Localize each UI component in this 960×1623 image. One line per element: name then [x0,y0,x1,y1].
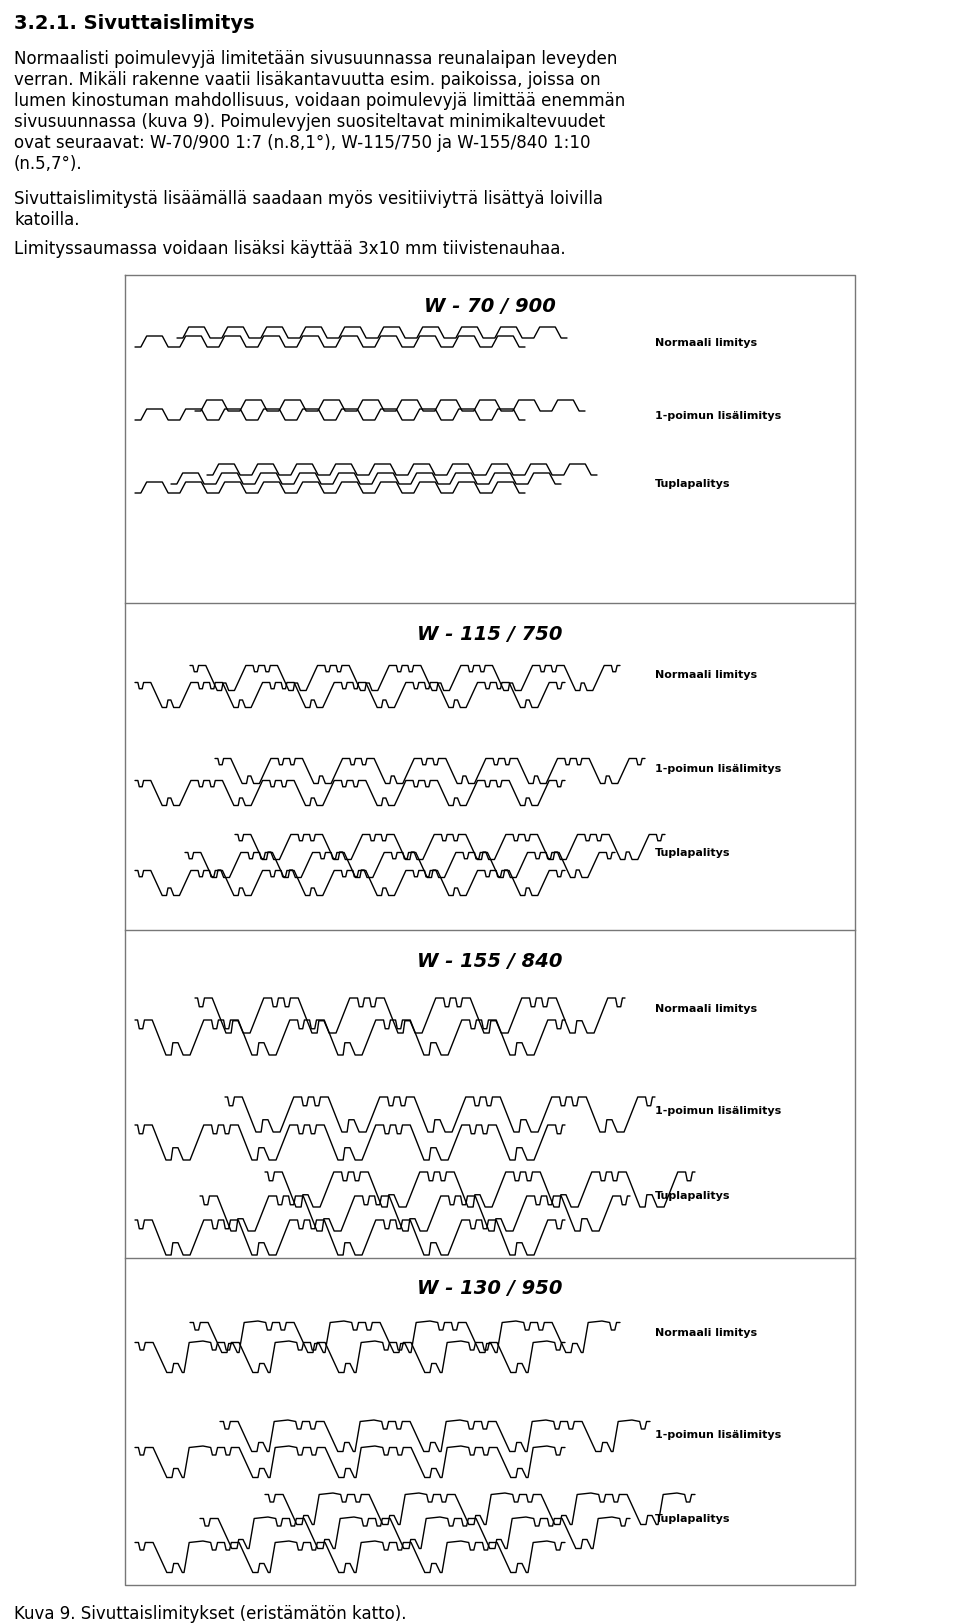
Text: 1-poimun lisälimitys: 1-poimun lisälimitys [655,764,781,774]
Text: Tuplapalitys: Tuplapalitys [655,479,731,489]
Text: Kuva 9. Sivuttaislimitykset (eristämätön katto).: Kuva 9. Sivuttaislimitykset (eristämätön… [14,1605,406,1623]
Text: W - 115 / 750: W - 115 / 750 [418,625,563,643]
Text: Limityssaumassa voidaan lisäksi käyttää 3x10 mm tiivistenauhaa.: Limityssaumassa voidaan lisäksi käyttää … [14,240,565,258]
Text: lumen kinostuman mahdollisuus, voidaan poimulevyjä limittää enemmän: lumen kinostuman mahdollisuus, voidaan p… [14,93,625,110]
Text: W - 130 / 950: W - 130 / 950 [418,1279,563,1298]
Text: 1-poimun lisälimitys: 1-poimun lisälimitys [655,1430,781,1440]
Text: Normaali limitys: Normaali limitys [655,1328,757,1337]
Text: Normaalisti poimulevyjä limitetään sivusuunnassa reunalaipan leveyden: Normaalisti poimulevyjä limitetään sivus… [14,50,617,68]
Text: Sivuttaislimitystä lisäämällä saadaan myös vesitiiviytтä lisättyä loivilla: Sivuttaislimitystä lisäämällä saadaan my… [14,190,603,208]
Text: Tuplapalitys: Tuplapalitys [655,1191,731,1201]
Text: 1-poimun lisälimitys: 1-poimun lisälimitys [655,1105,781,1117]
Text: Normaali limitys: Normaali limitys [655,1005,757,1014]
Text: sivusuunnassa (kuva 9). Poimulevyjen suositeltavat minimikaltevuudet: sivusuunnassa (kuva 9). Poimulevyjen suo… [14,114,605,131]
Text: Tuplapalitys: Tuplapalitys [655,847,731,857]
Text: Normaali limitys: Normaali limitys [655,338,757,347]
Text: 3.2.1. Sivuttaislimitys: 3.2.1. Sivuttaislimitys [14,15,254,32]
Text: 1-poimun lisälimitys: 1-poimun lisälimitys [655,411,781,420]
Text: Tuplapalitys: Tuplapalitys [655,1514,731,1524]
Text: ovat seuraavat: W-70/900 1:7 (n.8,1°), W-115/750 ja W-155/840 1:10: ovat seuraavat: W-70/900 1:7 (n.8,1°), W… [14,135,590,153]
Text: katoilla.: katoilla. [14,211,80,229]
Text: W - 155 / 840: W - 155 / 840 [418,953,563,971]
Text: W - 70 / 900: W - 70 / 900 [424,297,556,316]
Text: verran. Mikäli rakenne vaatii lisäkantavuutta esim. paikoissa, joissa on: verran. Mikäli rakenne vaatii lisäkantav… [14,71,601,89]
Text: (n.5,7°).: (n.5,7°). [14,156,83,174]
Text: Normaali limitys: Normaali limitys [655,670,757,680]
